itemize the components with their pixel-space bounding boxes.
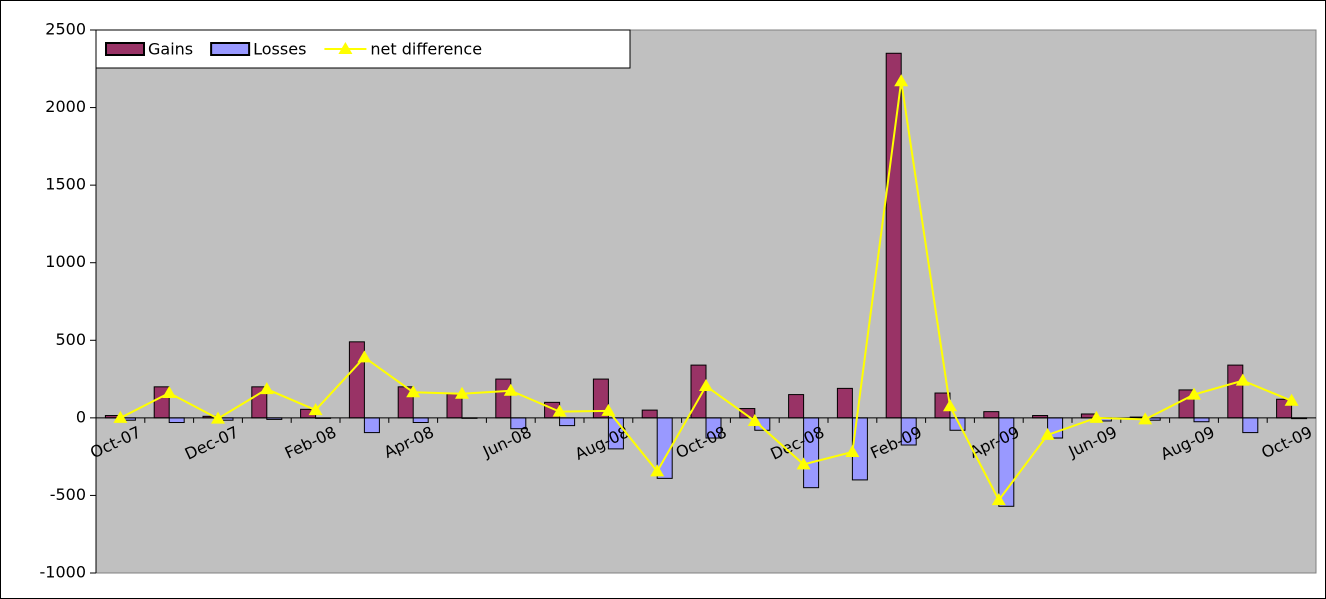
bar [348, 341, 365, 419]
plot-area [95, 29, 1317, 574]
bar [495, 378, 512, 419]
bar [363, 417, 380, 434]
y-tick-label: -500 [50, 485, 86, 504]
y-tick-label: 500 [55, 330, 86, 349]
line-marker [650, 464, 665, 477]
line-marker [1138, 412, 1153, 425]
line-marker [308, 403, 323, 416]
legend-label: Gains [148, 40, 193, 59]
legend-swatch [105, 42, 145, 56]
bar [412, 417, 429, 424]
line-marker [162, 386, 177, 399]
bar [559, 417, 576, 427]
line-marker [406, 385, 421, 398]
legend-label: Losses [253, 40, 306, 59]
bar [168, 417, 185, 424]
line-marker [943, 399, 957, 412]
line-marker [1235, 373, 1250, 386]
bar [641, 409, 658, 419]
line-marker [991, 493, 1006, 506]
y-tick-label: 1500 [45, 175, 86, 194]
y-tick-label: 2500 [45, 20, 86, 39]
bar [983, 411, 1000, 419]
line-marker [1040, 427, 1055, 440]
y-tick-label: 2000 [45, 97, 86, 116]
legend: Gains Losses net difference [95, 29, 631, 69]
bar [788, 394, 805, 419]
y-tick-label: -1000 [40, 563, 87, 582]
line-marker [552, 404, 567, 417]
line-marker [1284, 393, 1299, 406]
line-marker [259, 382, 274, 395]
bar [885, 52, 902, 419]
line-marker [357, 350, 372, 363]
y-tick-label: 0 [76, 407, 86, 426]
line-marker [1187, 387, 1201, 400]
legend-swatch [210, 42, 251, 56]
line-marker [894, 74, 909, 87]
bar [1227, 364, 1244, 419]
bar [1242, 417, 1259, 434]
line-marker [747, 413, 762, 426]
line-marker [113, 410, 128, 423]
y-tick-label: 1000 [45, 252, 86, 271]
line-marker [211, 411, 225, 424]
legend-swatch [338, 42, 353, 54]
bar [836, 387, 853, 419]
line-marker [601, 403, 616, 416]
line-marker [796, 457, 811, 470]
line-marker [455, 386, 469, 399]
line-marker [1089, 410, 1104, 423]
bar [1193, 417, 1210, 423]
line-marker [845, 444, 860, 457]
line-marker [503, 383, 518, 396]
line-marker [699, 379, 713, 392]
legend-label: net difference [370, 40, 482, 59]
